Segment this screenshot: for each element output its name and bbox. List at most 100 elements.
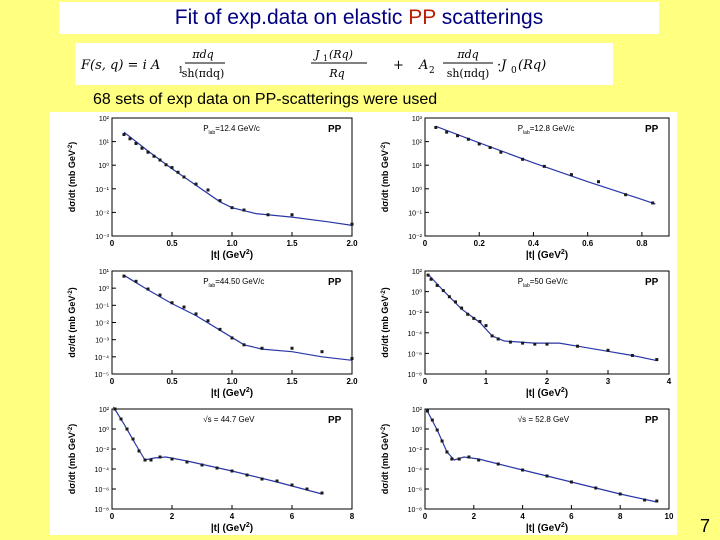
data-point <box>176 170 180 174</box>
x-axis-label-main: |t| (GeV <box>211 523 246 534</box>
energy-label: √s = 52.8 GeV <box>518 415 570 424</box>
energy-label: Plab=44.50 GeV/c <box>203 277 264 289</box>
y-tick-label: 10⁰ <box>411 289 422 297</box>
y-tick-label: 10⁰ <box>411 186 422 194</box>
title-post: scatterings <box>435 6 544 29</box>
panels-area: 0 0.5 1.0 1.5 2.0 10⁻³ 10⁻² 10⁻¹ 10⁰ 10¹ 10² dσ/dt … <box>50 112 677 535</box>
x-tick-label: 1.5 <box>286 239 298 248</box>
x-axis-label-main: |t| (GeV <box>526 523 561 534</box>
y-tick-label: 10⁻⁶ <box>95 487 109 494</box>
y-axis-label-sup: -2 <box>68 426 74 432</box>
y-axis-label-main: dσ/dt (mb GeV <box>67 150 77 212</box>
data-point <box>182 175 186 179</box>
y-tick-label: 10⁻¹ <box>408 210 422 217</box>
data-point <box>320 491 324 495</box>
x-tick-label: 2 <box>545 377 550 386</box>
y-tick-label: 10⁻⁶ <box>408 487 422 494</box>
formula-box: F(s, q) = i A 1 πdq sh(πdq) J 1 (Rq) Rq … <box>75 43 613 85</box>
x-axis-label-sup: 2 <box>246 249 250 256</box>
x-axis-label: |t| (GeV2) <box>211 387 253 399</box>
energy-label: Plab=12.8 GeV/c <box>518 124 575 136</box>
y-axis-label: dσ/dt (mb GeV-2) <box>67 424 77 495</box>
x-tick-label: 0 <box>110 512 115 521</box>
data-point <box>472 316 476 320</box>
data-point <box>508 340 512 344</box>
panel-tag: PP <box>328 277 342 288</box>
data-point <box>569 480 573 484</box>
y-axis-label-main: dσ/dt (mb GeV <box>67 296 77 358</box>
y-axis-label-end: ) <box>380 287 390 290</box>
plot-frame <box>424 117 670 237</box>
data-point <box>200 463 204 467</box>
data-point <box>624 193 628 197</box>
data-point <box>125 427 129 431</box>
y-tick-label: 10⁻⁵ <box>95 372 109 379</box>
y-tick-label: 10⁻³ <box>95 234 109 241</box>
data-point <box>146 150 150 154</box>
data-point <box>545 342 549 346</box>
y-axis-label: dσ/dt (mb GeV-2) <box>380 287 390 358</box>
data-point <box>134 279 138 283</box>
formula-tail-sub: 0 <box>511 66 517 76</box>
y-tick-label: 10⁻⁴ <box>95 467 110 474</box>
x-tick-label: 8 <box>618 512 623 521</box>
data-point <box>206 188 210 192</box>
title-box: Fit of exp.data on elastic PP scattering… <box>59 2 659 34</box>
data-point <box>158 158 162 162</box>
slide-title: Fit of exp.data on elastic PP scattering… <box>59 2 659 34</box>
data-point <box>597 180 601 184</box>
x-axis-label-main: |t| (GeV <box>526 388 561 399</box>
formula-frac3-den: sh(πdq) <box>447 67 490 80</box>
energy-label: Plab=50 GeV/c <box>518 277 568 289</box>
data-point <box>521 157 525 161</box>
x-axis-label-end: ) <box>250 250 253 261</box>
y-tick-label: 10⁻³ <box>95 338 109 345</box>
x-axis-label-end: ) <box>565 388 568 399</box>
panel-tag: PP <box>328 124 342 135</box>
y-tick-label: 10⁻¹ <box>95 303 109 310</box>
data-point <box>260 477 264 481</box>
y-tick-label: 10⁻⁶ <box>408 351 422 358</box>
data-point <box>496 462 500 466</box>
x-tick-label: 4 <box>667 377 672 386</box>
formula-frac1-den: sh(πdq) <box>182 67 225 80</box>
y-tick-label: 10⁰ <box>411 426 422 434</box>
y-tick-label: 10¹ <box>412 163 423 170</box>
data-point <box>119 417 123 421</box>
y-tick-label: 10² <box>99 407 110 414</box>
x-axis-label-end: ) <box>250 523 253 534</box>
data-point <box>477 458 481 462</box>
data-point <box>630 353 634 357</box>
plot-frame <box>111 270 353 375</box>
data-point <box>122 274 126 278</box>
x-tick-label: 1.0 <box>226 377 238 386</box>
x-axis-label-main: |t| (GeV <box>211 250 246 261</box>
energy-label: Plab=12.4 GeV/c <box>203 124 260 136</box>
formula-frac2-num-arg: (Rq) <box>329 48 353 61</box>
data-point <box>158 455 162 459</box>
title-pre: Fit of exp.data on elastic <box>174 6 409 29</box>
data-point <box>457 457 461 461</box>
energy-label-main: P <box>203 124 208 133</box>
plot-frame <box>424 408 670 510</box>
y-tick-label: 10⁰ <box>98 426 109 434</box>
x-axis-label-main: |t| (GeV <box>211 388 246 399</box>
data-point <box>230 336 234 340</box>
x-tick-label: 0.6 <box>582 239 594 248</box>
data-point <box>194 312 198 316</box>
x-tick-label: 6 <box>569 512 574 521</box>
chart-panel-6: 0 2 4 6 8 10 10⁻⁸ 10⁻⁶ 10⁻⁴ 10⁻² 10⁰ 10² dσ/dt (mb G… <box>380 407 674 534</box>
x-axis-label-end: ) <box>565 523 568 534</box>
x-axis-label: |t| (GeV2) <box>526 387 568 399</box>
data-point <box>143 458 147 462</box>
data-point <box>450 457 454 461</box>
x-tick-label: 1.5 <box>286 377 298 386</box>
data-point <box>218 199 222 203</box>
x-tick-label: 0 <box>423 239 428 248</box>
data-point <box>131 437 135 441</box>
data-point <box>440 439 444 443</box>
data-point <box>425 409 429 413</box>
data-point <box>426 273 430 277</box>
chart-panel-4: 0 1 2 3 4 10⁻⁸ 10⁻⁶ 10⁻⁴ 10⁻² 10⁰ 10² dσ/dt (mb GeV… <box>380 269 672 399</box>
data-point <box>496 337 500 341</box>
